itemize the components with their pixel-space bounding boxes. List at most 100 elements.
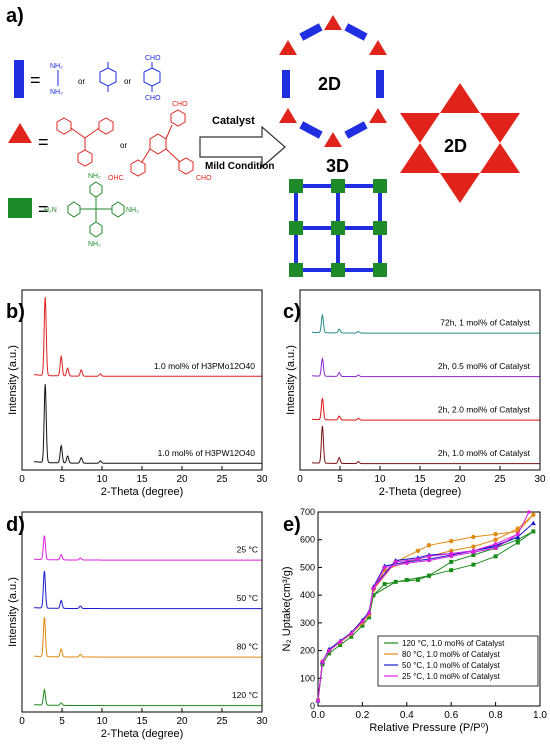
y-axis-label: Intensity (a.u.) [285, 345, 297, 415]
or-text-2: or [124, 77, 131, 86]
data-point [493, 554, 498, 559]
kagome-2d-framework [400, 83, 520, 203]
xrd-curve [34, 688, 262, 707]
data-point [471, 552, 476, 557]
isotherm-line [317, 511, 530, 701]
data-point [371, 593, 376, 598]
xrd-curve [312, 356, 540, 378]
legend-entry: 50 °C, 1.0 mol% of Catalyst [402, 661, 501, 670]
plot-frame [21, 289, 263, 471]
nh2-label-green-1: NH₂ [88, 173, 101, 180]
y-tick-label: 100 [300, 673, 315, 683]
data-point [471, 534, 476, 540]
y-tick-label: 300 [300, 618, 315, 628]
xrd-curve [34, 535, 262, 561]
series-label: 120 °C [232, 690, 258, 700]
h2n-label-green: H₂N [44, 207, 57, 214]
x-tick-label: 0.6 [444, 710, 458, 721]
data-point [527, 510, 531, 514]
xrd-curve [312, 313, 540, 334]
legend-entry: 25 °C, 1.0 mol% of Catalyst [402, 672, 501, 681]
data-point [427, 573, 431, 578]
plot-frame [21, 511, 263, 713]
panel-label-b: b) [6, 301, 25, 323]
x-tick-label: 30 [534, 474, 546, 485]
data-point [404, 577, 409, 582]
y-tick-label: 500 [300, 562, 315, 572]
data-point [320, 659, 325, 664]
data-point [493, 542, 498, 546]
data-point [515, 534, 521, 539]
x-tick-label: 20 [176, 716, 188, 727]
hexagonal-2d-label: 2D [318, 74, 341, 94]
equals-sign-blue: = [30, 70, 41, 90]
data-point [416, 557, 420, 561]
data-point [415, 577, 420, 582]
green-linker-symbol [8, 198, 32, 218]
x-tick-label: 5 [59, 474, 65, 485]
nh2-label-1: NH₂ [50, 63, 63, 70]
x-tick-label: 0 [297, 474, 303, 485]
data-point [515, 540, 520, 545]
series-label: 2h, 0.5 mol% of Catalyst [438, 361, 531, 371]
x-tick-label: 15 [414, 474, 426, 485]
cho-label-red-1: CHO [172, 101, 188, 108]
cho-label-blue-1: CHO [145, 55, 161, 62]
data-point [367, 611, 371, 615]
data-point [427, 558, 431, 563]
data-point [531, 512, 536, 517]
chart-panel-e: 0.0 0.2 0.4 0.6 0.8 1.0 Relative Pressure (P/P… [281, 507, 547, 734]
ohc-label-red: OHC [108, 175, 124, 182]
series-label: 2h, 1.0 mol% of Catalyst [438, 448, 531, 458]
triazine-aldehyde-structure [130, 109, 194, 177]
nh2-label-green-2: NH₂ [126, 207, 139, 214]
panel-label-c: c) [283, 301, 301, 323]
condition-label: Mild Condition [205, 161, 274, 172]
catalyst-label: Catalyst [212, 115, 255, 127]
x-tick-label: 20 [454, 474, 466, 485]
data-point [493, 546, 498, 550]
xrd-curve [34, 297, 262, 377]
y-tick-label: 700 [300, 507, 315, 517]
x-tick-label: 10 [374, 474, 386, 485]
data-point [449, 559, 454, 564]
series-label: 25 °C [237, 545, 258, 555]
data-point [471, 562, 476, 567]
x-tick-label: 15 [136, 474, 148, 485]
scheme-panel: = NH₂ NH₂ or or CHO CHO = [8, 15, 520, 277]
data-point [449, 568, 454, 573]
xrd-curve [312, 425, 540, 465]
data-point [382, 582, 387, 587]
legend-entry: 80 °C, 1.0 mol% of Catalyst [402, 650, 501, 659]
cho-label-blue-2: CHO [145, 95, 161, 102]
data-point [449, 538, 454, 544]
data-point [449, 548, 454, 553]
x-tick-label: 0 [19, 474, 25, 485]
data-point [415, 548, 421, 553]
x-tick-label: 5 [59, 716, 65, 727]
or-text-3: or [120, 141, 127, 150]
data-point [349, 631, 354, 636]
nh2-label-green-3: NH₂ [88, 241, 101, 248]
tetraamine-structure [67, 181, 125, 238]
y-tick-label: 200 [300, 646, 315, 656]
series-label: 80 °C [237, 642, 258, 652]
plot-frame [317, 511, 541, 707]
data-point [471, 544, 476, 549]
data-point [360, 619, 365, 624]
y-axis-label: Intensity (a.u.) [7, 577, 19, 647]
terephthalaldehyde-structure [143, 62, 161, 92]
triamine-structure [56, 117, 114, 167]
data-point [327, 651, 332, 656]
x-tick-label: 0 [19, 716, 25, 727]
data-point [338, 643, 343, 648]
x-tick-label: 30 [256, 474, 268, 485]
data-point [471, 549, 476, 553]
data-point [515, 537, 520, 542]
data-point [327, 648, 331, 653]
data-point [338, 639, 343, 644]
phenylenediamine-structure [99, 62, 117, 92]
x-tick-label: 30 [256, 716, 268, 727]
chart-panel-d: 0 5 10 15 20 25 30 2-Theta (degree) Intensity (a… [7, 511, 268, 740]
